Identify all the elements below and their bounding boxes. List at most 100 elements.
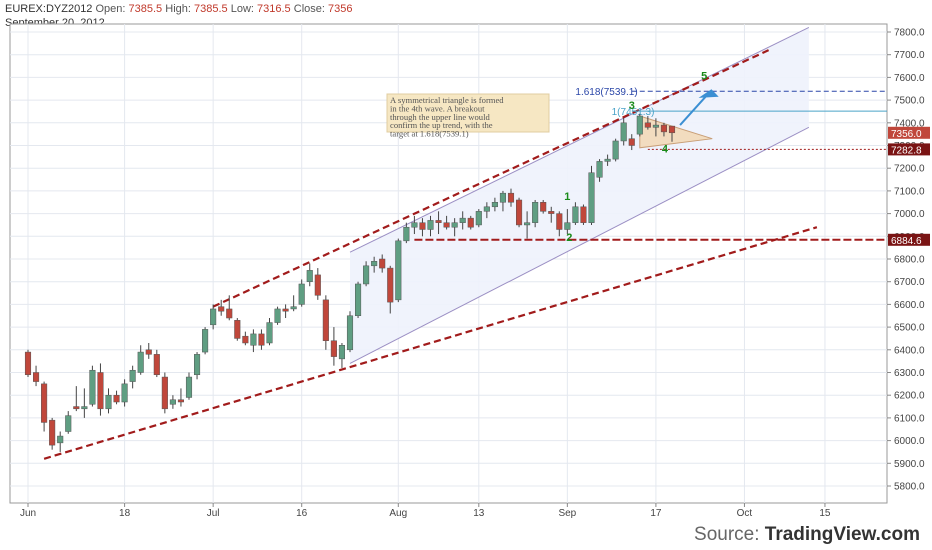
candle-body xyxy=(266,322,273,344)
candle-body xyxy=(644,122,651,128)
symbol: EUREX:DYZ2012 xyxy=(5,3,93,15)
candle-body xyxy=(161,376,168,410)
candle-body xyxy=(65,415,72,432)
candle-body xyxy=(226,308,233,319)
candle-body xyxy=(419,222,426,230)
y-tick-label: 7000.0 xyxy=(894,209,925,220)
candle-body xyxy=(588,172,595,223)
y-tick-label: 6800.0 xyxy=(894,255,925,266)
candle-body xyxy=(57,435,64,444)
candle-body xyxy=(210,308,217,326)
candle-body xyxy=(202,329,209,353)
source-prefix: Source: xyxy=(694,524,760,545)
candle-body xyxy=(580,206,587,223)
last-price-tag xyxy=(888,126,930,139)
candle-body xyxy=(105,394,112,410)
wave-label: 4 xyxy=(662,143,669,155)
candle-body xyxy=(81,406,88,410)
candle-body xyxy=(596,161,603,178)
candle-body xyxy=(250,333,257,346)
candle-body xyxy=(33,372,40,382)
y-tick-label: 6400.0 xyxy=(894,345,925,356)
candle-body xyxy=(604,158,611,162)
x-tick-label: 18 xyxy=(119,508,131,519)
y-tick-label: 7700.0 xyxy=(894,50,925,61)
y-tick-label: 7500.0 xyxy=(894,96,925,107)
y-tick-label: 6300.0 xyxy=(894,368,925,379)
candle-body xyxy=(572,206,579,223)
candle-body xyxy=(379,258,386,269)
wave-label: 1 xyxy=(564,191,570,203)
y-tick-label: 6500.0 xyxy=(894,323,925,334)
candle-body xyxy=(41,383,48,423)
candle-body xyxy=(660,124,668,133)
candle-body xyxy=(346,315,354,351)
candle-body xyxy=(371,261,378,267)
candle-body xyxy=(556,213,563,230)
x-tick-label: Oct xyxy=(737,508,753,519)
close-value: 7356 xyxy=(328,3,353,15)
candle-body xyxy=(564,222,571,230)
x-tick-label: 13 xyxy=(473,508,485,519)
lower-trendline xyxy=(43,226,818,460)
candle-body xyxy=(177,399,184,403)
close-label: Close: xyxy=(293,3,325,15)
candle-body xyxy=(121,383,128,403)
candle-body xyxy=(443,222,450,228)
fib-1-label: 1(7451.3) xyxy=(612,107,655,118)
low-label: Low: xyxy=(230,3,254,15)
x-tick-label: Sep xyxy=(558,508,576,519)
candle-body xyxy=(322,299,329,341)
candle-body xyxy=(548,211,555,214)
low-value: 7316.5 xyxy=(257,3,291,15)
candle-body xyxy=(499,192,506,203)
wave-label: 3 xyxy=(629,100,635,112)
candle-body xyxy=(387,267,394,303)
x-tick-label: Jun xyxy=(20,508,36,519)
candle-body xyxy=(290,306,297,310)
price-level-label: 7282.8 xyxy=(891,145,922,156)
candle-body xyxy=(242,335,249,344)
y-tick-label: 5900.0 xyxy=(894,459,925,470)
candle-body xyxy=(403,226,410,242)
candle-body xyxy=(491,202,498,208)
candle-body xyxy=(314,274,321,296)
candle-body xyxy=(475,211,482,226)
y-tick-label: 6000.0 xyxy=(894,436,925,447)
candle-body xyxy=(338,345,345,360)
candle-body xyxy=(355,283,362,317)
wave-label: 2 xyxy=(566,232,572,244)
y-tick-label: 7600.0 xyxy=(894,73,925,84)
y-tick-label: 6100.0 xyxy=(894,413,925,424)
candle-body xyxy=(137,351,144,373)
x-tick-label: 15 xyxy=(819,508,831,519)
open-label: Open: xyxy=(95,3,126,15)
price-level-tag xyxy=(888,143,930,156)
candle-body xyxy=(620,122,627,142)
candle-body xyxy=(540,202,547,212)
candle-body xyxy=(185,376,193,398)
candle-body xyxy=(234,320,241,339)
y-tick-label: 6700.0 xyxy=(894,277,925,288)
candle-body xyxy=(459,217,466,223)
candle-body xyxy=(258,333,265,346)
candle-body xyxy=(218,306,225,312)
x-tick-label: Aug xyxy=(389,508,407,519)
candle-body xyxy=(524,222,531,226)
tradingview-logo-text: TradingView.com xyxy=(764,524,920,545)
y-tick-label: 7100.0 xyxy=(894,186,925,197)
channel-upper-line xyxy=(349,27,810,253)
candle-body xyxy=(507,192,515,203)
wave-label: 5 xyxy=(701,71,707,83)
channel-lower-line xyxy=(349,126,810,364)
ohlc-line: EUREX:DYZ2012 Open: 7385.5 High: 7385.5 … xyxy=(5,2,352,16)
candle-body xyxy=(194,354,201,376)
y-tick-label: 6600.0 xyxy=(894,300,925,311)
price-level-tag xyxy=(888,233,930,246)
candle-body xyxy=(153,354,160,376)
candle-body xyxy=(73,406,80,410)
price-level-label: 6884.6 xyxy=(891,236,922,247)
high-label: High: xyxy=(165,3,191,15)
candle-body xyxy=(145,349,152,355)
